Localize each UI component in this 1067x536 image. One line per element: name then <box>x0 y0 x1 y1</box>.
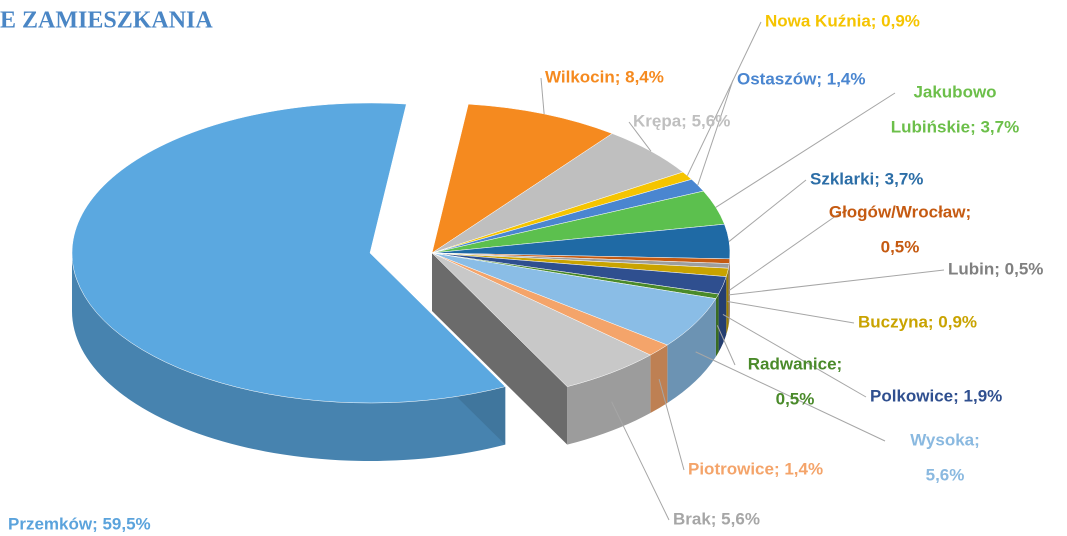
pie-tops <box>71 102 731 404</box>
slice-side <box>650 345 668 414</box>
slice-side <box>667 298 716 404</box>
data-label: Jakubowo <box>913 82 996 101</box>
data-label: Radwanice; <box>748 354 842 373</box>
data-label: Szklarki; 3,7% <box>810 169 923 188</box>
labels: Wilkocin; 8,4% Krępa; 5,6% Nowa Kuźnia; 0,… <box>8 11 1043 533</box>
data-label: Brak; 5,6% <box>673 509 760 528</box>
data-label: Lubin; 0,5% <box>948 259 1043 278</box>
leader-line <box>686 21 762 176</box>
slice-side <box>715 294 719 357</box>
data-label: Polkowice; 1,9% <box>870 386 1002 405</box>
leader-line <box>540 77 545 115</box>
data-label: Nowa Kuźnia; 0,9% <box>765 11 920 30</box>
data-label: Buczyna; 0,9% <box>858 312 977 331</box>
leader-line <box>611 401 670 521</box>
leader-line <box>716 325 736 366</box>
leader-line <box>727 300 855 324</box>
leader-line <box>658 378 685 471</box>
leader-line <box>722 313 867 398</box>
data-label: Wysoka; <box>910 430 980 449</box>
chart-title: E ZAMIESZKANIA <box>0 8 213 34</box>
data-label: Lubińskie; 3,7% <box>891 117 1019 136</box>
slice-side <box>726 268 729 335</box>
leader-line <box>628 121 652 152</box>
data-label: Krępa; 5,6% <box>633 111 730 130</box>
data-label: 0,5% <box>881 237 920 256</box>
data-label: Piotrowice; 1,4% <box>688 459 823 478</box>
leader-line <box>728 179 807 242</box>
leader-line <box>729 212 841 291</box>
data-label: Głogów/Wrocław; <box>829 202 971 221</box>
slice-side <box>728 263 730 327</box>
slice-side <box>72 253 506 461</box>
leaders <box>540 21 945 521</box>
leader-line <box>697 79 734 186</box>
slice-cut <box>432 253 568 445</box>
slice <box>431 252 651 387</box>
slice-side <box>729 258 730 322</box>
leader-line <box>695 351 886 442</box>
data-label: Wilkocin; 8,4% <box>545 67 664 86</box>
data-label: 0,5% <box>776 389 815 408</box>
leader-line <box>728 269 945 296</box>
leader-line <box>715 92 896 208</box>
data-label: Ostaszów; 1,4% <box>737 69 866 88</box>
data-label: 5,6% <box>926 465 965 484</box>
slice-side <box>567 355 651 445</box>
slice <box>71 102 506 404</box>
pie-sides <box>72 253 730 461</box>
data-label: Przemków; 59,5% <box>8 514 151 533</box>
slice <box>431 103 613 254</box>
